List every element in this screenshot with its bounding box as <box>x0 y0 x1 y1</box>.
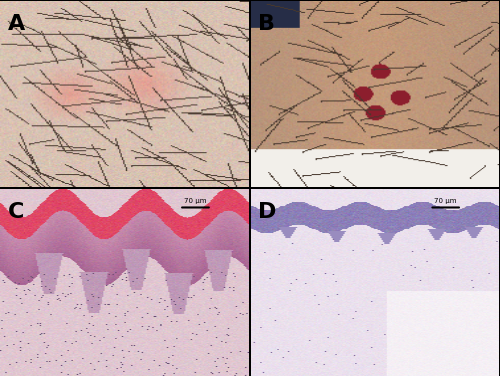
Text: 70 μm: 70 μm <box>184 198 206 204</box>
Text: D: D <box>258 202 277 222</box>
Text: B: B <box>258 14 276 34</box>
Text: C: C <box>8 202 24 222</box>
Text: A: A <box>8 14 24 34</box>
Text: 70 μm: 70 μm <box>434 198 457 204</box>
